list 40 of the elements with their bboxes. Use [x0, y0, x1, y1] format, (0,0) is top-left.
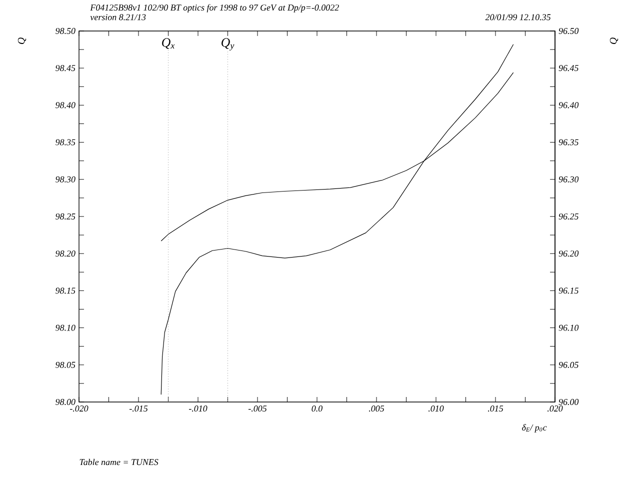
y-tick-label: 98.45	[56, 65, 76, 72]
y2-tick-label: 96.45	[558, 65, 578, 72]
y-tick-label: 98.30	[56, 176, 76, 182]
y-tick-label: 98.10	[56, 324, 76, 331]
y2-tick-label: 96.50	[558, 28, 579, 34]
x-tick-label: .020	[548, 406, 563, 412]
y-tick-label: 98.05	[56, 362, 76, 368]
x-tick-label: -.010	[189, 406, 208, 412]
y2-tick-label: 96.30	[558, 176, 579, 182]
ref-line-label: Q$_{x}$	[162, 38, 175, 49]
y2-tick-label: 96.00	[558, 398, 579, 406]
y-tick-label: 98.00	[56, 398, 76, 406]
x-tick-label: .005	[369, 406, 384, 412]
y2-tick-label: 96.05	[558, 362, 578, 368]
y-tick-label: 98.35	[56, 139, 76, 146]
y2-tick-label: 96.10	[558, 324, 579, 331]
y-tick-label: 98.15	[56, 288, 76, 294]
x-tick-label: .015	[488, 406, 504, 412]
chart-subtitle: version 8.21/13	[90, 14, 146, 20]
y2-tick-label: 96.40	[558, 102, 579, 108]
x-tick-label: .010	[428, 406, 444, 412]
x-tick-label: -.020	[70, 406, 88, 412]
y-tick-label: 98.40	[56, 102, 76, 108]
chart-title: F04125B98v1 102/90 BT optics for 1998 to 97 GeV at Dp/p=-0.0022	[90, 4, 339, 12]
y-axis-title: Q	[18, 38, 26, 44]
y-tick-label: 98.50	[56, 28, 76, 34]
x-tick-label: -.005	[248, 406, 267, 412]
y-tick-label: 98.20	[56, 250, 76, 257]
text: 20/01/99 12.10.35	[485, 14, 551, 20]
y2-tick-label: 96.20	[558, 250, 579, 257]
x-axis-title: δ$_{E}$/ p$_{0}$c	[522, 424, 547, 432]
y2-tick-label: 96.25	[558, 213, 578, 220]
y2-axis-title: Q	[610, 38, 618, 44]
y-tick-label: 98.25	[56, 213, 76, 220]
ref-line-label: Q$_{y}$	[222, 38, 234, 50]
x-tick-label: -.015	[130, 406, 148, 412]
x-tick-label: 0.0	[312, 406, 323, 412]
text: Table name = TUNES	[80, 458, 158, 466]
y2-tick-label: 96.15	[558, 288, 578, 294]
y2-tick-label: 96.35	[558, 139, 578, 146]
